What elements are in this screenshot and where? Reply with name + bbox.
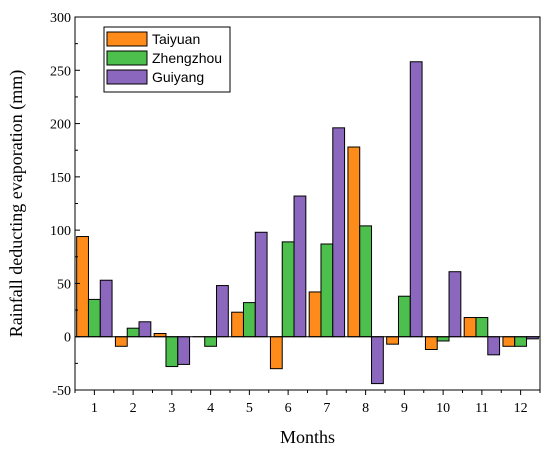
x-tick-label: 4 bbox=[207, 401, 214, 416]
bars-layer bbox=[76, 61, 539, 385]
bar-zhengzhou-10 bbox=[436, 336, 450, 342]
legend-swatch-zhengzhou bbox=[106, 50, 148, 66]
y-tick-label: 0 bbox=[64, 331, 71, 346]
legend-label-guiyang: Guiyang bbox=[152, 69, 204, 85]
bar-guiyang-4 bbox=[216, 285, 229, 338]
bar-guiyang-11 bbox=[487, 336, 501, 356]
bar-zhengzhou-8 bbox=[359, 225, 373, 338]
bar-guiyang-7 bbox=[332, 127, 346, 338]
bar-zhengzhou-12 bbox=[514, 336, 528, 347]
bar-taiyuan-10 bbox=[424, 336, 438, 350]
y-tick-label: 250 bbox=[50, 64, 71, 79]
bar-taiyuan-7 bbox=[308, 291, 322, 338]
legend-label-zhengzhou: Zhengzhou bbox=[152, 50, 222, 66]
x-tick-label: 3 bbox=[168, 401, 175, 416]
bar-guiyang-5 bbox=[254, 231, 268, 338]
bar-guiyang-10 bbox=[448, 271, 462, 338]
x-tick-label: 6 bbox=[285, 401, 292, 416]
y-tick-label: 200 bbox=[50, 118, 71, 133]
y-tick-label: 50 bbox=[57, 277, 71, 292]
y-tick-label: 300 bbox=[50, 11, 71, 26]
bar-zhengzhou-2 bbox=[126, 327, 140, 338]
legend-label-taiyuan: Taiyuan bbox=[152, 31, 200, 47]
x-tick-label: 7 bbox=[323, 401, 330, 416]
bar-zhengzhou-3 bbox=[165, 336, 179, 368]
y-tick-label: -50 bbox=[52, 384, 71, 399]
bar-taiyuan-11 bbox=[463, 317, 477, 338]
x-tick-label: 11 bbox=[475, 401, 488, 416]
x-tick-label: 5 bbox=[246, 401, 253, 416]
y-axis-title: Rainfall deducting evaporation (mm) bbox=[6, 70, 27, 337]
legend-swatch-guiyang bbox=[106, 69, 148, 85]
bar-taiyuan-1 bbox=[76, 236, 89, 338]
x-tick-label: 2 bbox=[130, 401, 137, 416]
bar-guiyang-9 bbox=[409, 61, 423, 338]
bar-guiyang-3 bbox=[177, 336, 191, 365]
bar-zhengzhou-7 bbox=[320, 243, 334, 338]
bar-taiyuan-2 bbox=[114, 336, 128, 347]
x-tick-label: 1 bbox=[91, 401, 98, 416]
bar-guiyang-8 bbox=[371, 336, 384, 385]
legend: Taiyuan Zhengzhou Guiyang bbox=[103, 26, 231, 93]
y-tick-label: 150 bbox=[50, 171, 71, 186]
bar-zhengzhou-1 bbox=[87, 298, 101, 338]
x-tick-label: 10 bbox=[436, 401, 450, 416]
bar-taiyuan-9 bbox=[386, 336, 399, 345]
bar-taiyuan-5 bbox=[231, 311, 244, 338]
legend-swatch-taiyuan bbox=[106, 31, 148, 47]
x-tick-label: 12 bbox=[514, 401, 528, 416]
bar-taiyuan-6 bbox=[269, 336, 283, 370]
bar-guiyang-6 bbox=[293, 195, 307, 338]
bar-guiyang-1 bbox=[99, 279, 113, 338]
x-axis-title: Months bbox=[280, 427, 335, 447]
x-tick-label: 8 bbox=[362, 401, 369, 416]
bar-zhengzhou-5 bbox=[242, 302, 256, 338]
bar-taiyuan-8 bbox=[347, 146, 361, 338]
y-tick-label: 100 bbox=[50, 224, 71, 239]
bar-zhengzhou-9 bbox=[397, 295, 411, 338]
x-tick-label: 9 bbox=[401, 401, 408, 416]
bar-guiyang-2 bbox=[138, 321, 152, 338]
bar-zhengzhou-4 bbox=[204, 336, 218, 347]
bar-zhengzhou-11 bbox=[475, 317, 489, 338]
bar-zhengzhou-6 bbox=[281, 241, 295, 338]
bar-taiyuan-12 bbox=[502, 336, 516, 347]
